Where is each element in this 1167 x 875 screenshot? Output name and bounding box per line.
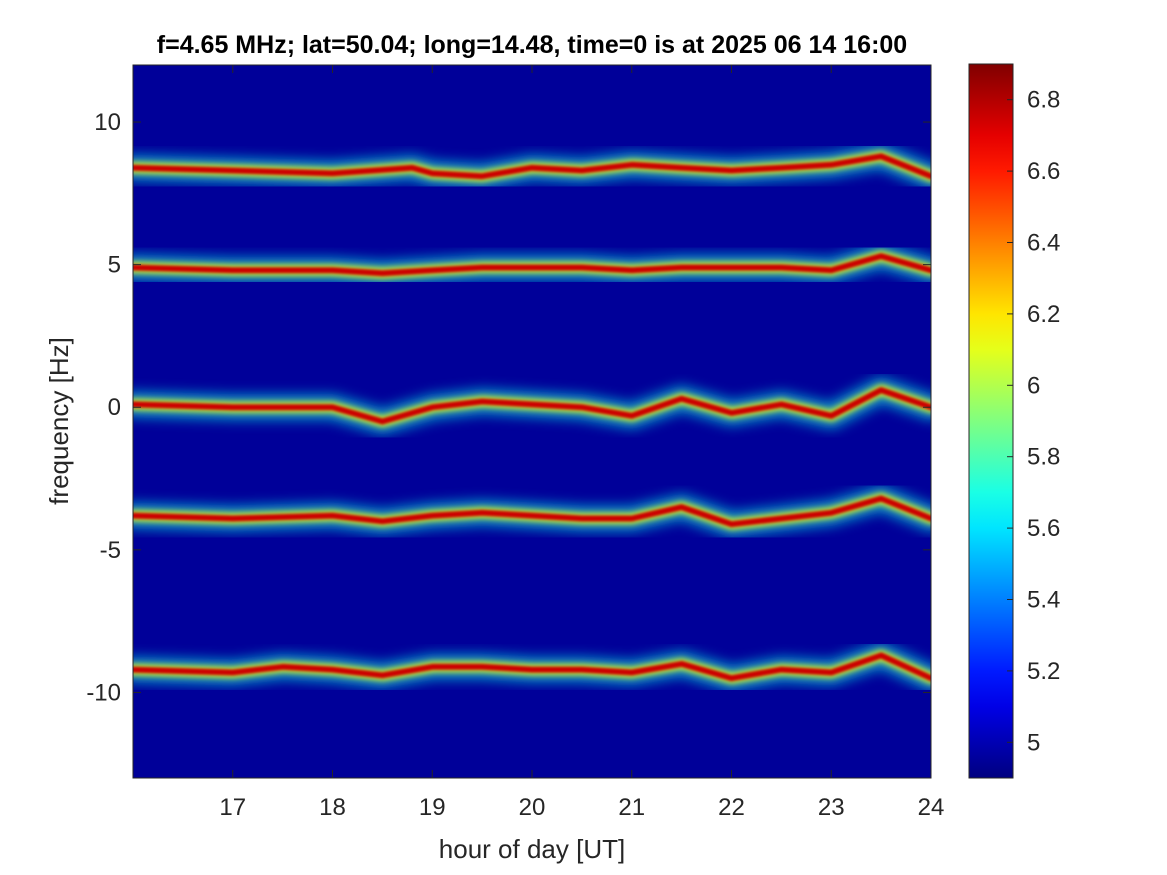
plot-area [132, 64, 932, 779]
trace-core [133, 253, 931, 277]
colorbar-tick-label: 6.8 [1027, 87, 1060, 114]
x-tick-label: 19 [419, 794, 446, 821]
x-tick-label: 20 [519, 794, 546, 821]
trace-series [133, 377, 931, 435]
y-tick-label: -5 [100, 537, 121, 564]
trace-core [133, 652, 931, 682]
trace-series [133, 642, 931, 692]
colorbar-tick-label: 5.4 [1027, 587, 1060, 614]
chart-title: f=4.65 MHz; lat=50.04; long=14.48, time=… [157, 31, 907, 59]
y-tick-label: 5 [108, 252, 121, 279]
y-tick-label: 0 [108, 394, 121, 421]
trace-layer [133, 143, 931, 692]
x-axis-ticks: 17 18 19 20 21 22 23 24 [219, 65, 944, 821]
colorbar-tick-label: 5 [1027, 729, 1040, 756]
colorbar-tick-label: 6.2 [1027, 301, 1060, 328]
colorbar-tick-label: 5.8 [1027, 444, 1060, 471]
colorbar: 5 5.2 5.4 5.6 5.8 6 6.2 6.4 6.6 6.8 [968, 63, 1060, 779]
x-tick-label: 21 [618, 794, 645, 821]
trace-series [133, 485, 931, 538]
colorbar-tick-label: 6.4 [1027, 230, 1060, 257]
colorbar-tick-label: 5.2 [1027, 658, 1060, 685]
x-tick-label: 23 [818, 794, 845, 821]
colorbar-ticks: 5 5.2 5.4 5.6 5.8 6 6.2 6.4 6.6 6.8 [1007, 87, 1060, 756]
y-tick-label: -10 [86, 679, 121, 706]
x-axis-label: hour of day [UT] [439, 834, 625, 864]
trace-series [133, 243, 931, 287]
colorbar-fill [968, 63, 1014, 779]
y-axis-label: frequency [Hz] [44, 337, 74, 505]
colorbar-tick-label: 5.6 [1027, 515, 1060, 542]
trace-core [133, 387, 931, 425]
x-tick-label: 17 [219, 794, 246, 821]
y-tick-label: 10 [94, 109, 121, 136]
x-tick-label: 24 [918, 794, 945, 821]
trace-core [133, 153, 931, 180]
trace-series [133, 143, 931, 190]
x-tick-label: 22 [718, 794, 745, 821]
x-tick-label: 18 [319, 794, 346, 821]
colorbar-tick-label: 6 [1027, 372, 1040, 399]
colorbar-tick-label: 6.6 [1027, 158, 1060, 185]
y-axis-ticks: -10 -5 0 5 10 [86, 109, 931, 706]
trace-core [133, 495, 931, 528]
